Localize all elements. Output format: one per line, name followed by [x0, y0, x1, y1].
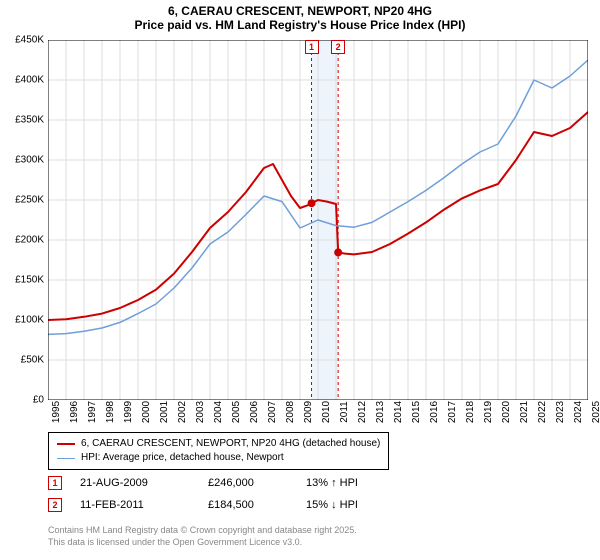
x-tick-label: 2024	[573, 401, 584, 423]
title-address: 6, CAERAU CRESCENT, NEWPORT, NP20 4HG	[0, 4, 600, 18]
x-tick-label: 2009	[303, 401, 314, 423]
x-tick-label: 2020	[501, 401, 512, 423]
y-tick-label: £50K	[4, 355, 44, 366]
x-tick-label: 2006	[249, 401, 260, 423]
legend-item: HPI: Average price, detached house, Newp…	[57, 451, 380, 465]
x-tick-label: 1996	[69, 401, 80, 423]
legend-swatch	[57, 458, 75, 459]
x-tick-label: 2003	[195, 401, 206, 423]
x-tick-label: 2010	[321, 401, 332, 423]
sales-table: 1 21-AUG-2009 £246,000 13% ↑ HPI 2 11-FEB-201…	[48, 472, 416, 516]
legend-item: 6, CAERAU CRESCENT, NEWPORT, NP20 4HG (d…	[57, 437, 380, 451]
sale-row-marker: 1	[48, 476, 62, 490]
x-tick-label: 2015	[411, 401, 422, 423]
x-tick-label: 1995	[51, 401, 62, 423]
y-tick-label: £150K	[4, 275, 44, 286]
x-tick-label: 2000	[141, 401, 152, 423]
sale-diff: 15% ↓ HPI	[306, 499, 416, 511]
legend-swatch	[57, 443, 75, 445]
x-tick-label: 2002	[177, 401, 188, 423]
y-tick-label: £0	[4, 395, 44, 406]
y-tick-label: £200K	[4, 235, 44, 246]
x-tick-label: 2012	[357, 401, 368, 423]
x-tick-label: 2004	[213, 401, 224, 423]
legend-label: HPI: Average price, detached house, Newp…	[81, 451, 284, 465]
sale-row: 1 21-AUG-2009 £246,000 13% ↑ HPI	[48, 472, 416, 494]
y-tick-label: £300K	[4, 155, 44, 166]
footnote-line2: This data is licensed under the Open Gov…	[48, 536, 357, 548]
y-tick-label: £350K	[4, 115, 44, 126]
x-tick-label: 2007	[267, 401, 278, 423]
x-tick-label: 1999	[123, 401, 134, 423]
y-tick-label: £100K	[4, 315, 44, 326]
legend: 6, CAERAU CRESCENT, NEWPORT, NP20 4HG (d…	[48, 432, 389, 470]
x-tick-label: 1998	[105, 401, 116, 423]
x-tick-label: 2001	[159, 401, 170, 423]
x-tick-label: 2017	[447, 401, 458, 423]
sale-marker-1: 1	[305, 40, 319, 54]
y-tick-label: £450K	[4, 35, 44, 46]
y-tick-label: £250K	[4, 195, 44, 206]
footnote-line1: Contains HM Land Registry data © Crown c…	[48, 524, 357, 536]
x-tick-label: 2005	[231, 401, 242, 423]
line-chart	[48, 40, 588, 400]
sale-row-marker: 2	[48, 498, 62, 512]
y-tick-label: £400K	[4, 75, 44, 86]
title-block: 6, CAERAU CRESCENT, NEWPORT, NP20 4HG Pr…	[0, 0, 600, 34]
sale-row: 2 11-FEB-2011 £184,500 15% ↓ HPI	[48, 494, 416, 516]
sale-price: £246,000	[208, 477, 288, 489]
x-tick-label: 2008	[285, 401, 296, 423]
x-tick-label: 2023	[555, 401, 566, 423]
x-tick-label: 2014	[393, 401, 404, 423]
chart-container: 6, CAERAU CRESCENT, NEWPORT, NP20 4HG Pr…	[0, 0, 600, 560]
x-tick-label: 2022	[537, 401, 548, 423]
sale-date: 21-AUG-2009	[80, 477, 190, 489]
legend-label: 6, CAERAU CRESCENT, NEWPORT, NP20 4HG (d…	[81, 437, 380, 451]
sale-marker-2: 2	[331, 40, 345, 54]
x-tick-label: 2011	[339, 401, 350, 423]
sale-price: £184,500	[208, 499, 288, 511]
x-tick-label: 2019	[483, 401, 494, 423]
x-tick-label: 2016	[429, 401, 440, 423]
x-tick-label: 2025	[591, 401, 600, 423]
title-subtitle: Price paid vs. HM Land Registry's House …	[0, 18, 600, 32]
x-tick-label: 1997	[87, 401, 98, 423]
sale-diff: 13% ↑ HPI	[306, 477, 416, 489]
x-tick-label: 2021	[519, 401, 530, 423]
footnote: Contains HM Land Registry data © Crown c…	[48, 524, 357, 548]
sale-date: 11-FEB-2011	[80, 499, 190, 511]
x-tick-label: 2013	[375, 401, 386, 423]
x-tick-label: 2018	[465, 401, 476, 423]
